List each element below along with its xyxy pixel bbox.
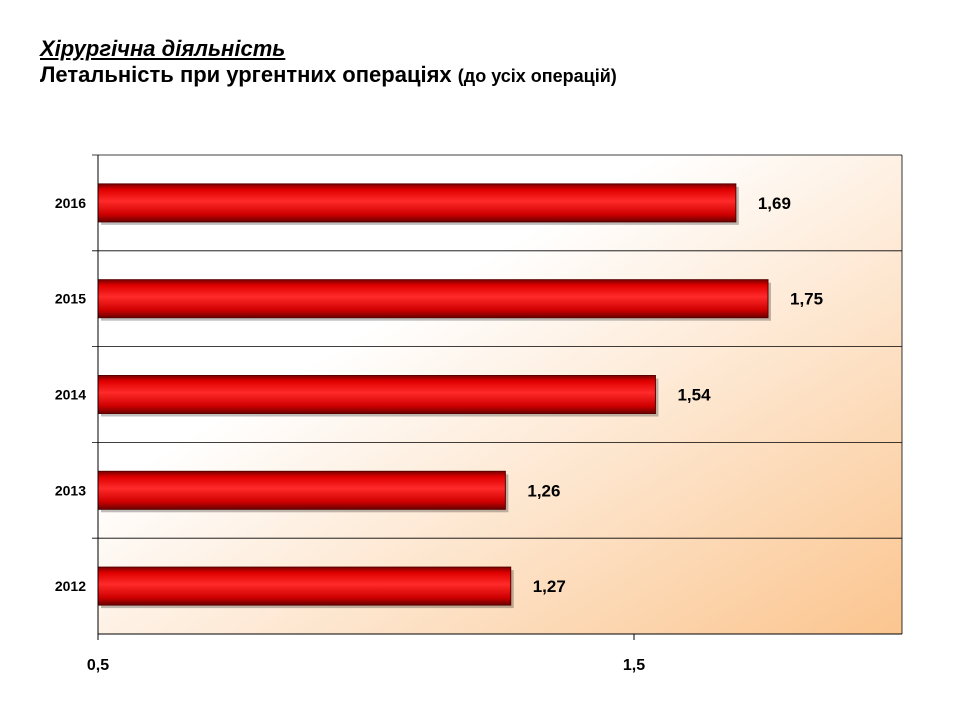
bar-2012 bbox=[97, 566, 512, 606]
title-line-2: Летальність при ургентних операціях (до … bbox=[40, 62, 617, 89]
bar-2015 bbox=[97, 279, 769, 319]
title-line-2-main: Летальність при ургентних операціях bbox=[40, 62, 452, 87]
value-label-2014: 1,54 bbox=[677, 386, 711, 405]
grid-layer bbox=[92, 154, 903, 634]
category-label-2013: 2013 bbox=[55, 482, 86, 498]
category-label-2014: 2014 bbox=[55, 387, 86, 403]
bar-2013 bbox=[97, 470, 506, 510]
value-label-2013: 1,26 bbox=[527, 481, 560, 500]
category-label-2016: 2016 bbox=[55, 195, 86, 211]
x-tick-label: 0,5 bbox=[87, 657, 109, 674]
category-label-2012: 2012 bbox=[55, 578, 86, 594]
title-line-1: Хірургічна діяльність bbox=[40, 36, 286, 61]
chart-title: Хірургічна діяльність Летальність при ур… bbox=[40, 36, 617, 89]
axis-layer: 0,5 1,5 bbox=[87, 155, 902, 674]
bar-2016 bbox=[97, 183, 737, 223]
value-label-2016: 1,69 bbox=[758, 194, 791, 213]
value-label-2015: 1,75 bbox=[790, 290, 823, 309]
bar-2014 bbox=[97, 375, 656, 414]
x-tick-label: 1,5 bbox=[623, 657, 645, 674]
label-layer: 1,69 2016 1,75 2015 1,54 2014 1,26 2013 1,27 2012 bbox=[55, 194, 823, 596]
value-label-2012: 1,27 bbox=[533, 577, 566, 596]
title-line-2-sub: (до усіх операцій) bbox=[457, 66, 617, 86]
category-label-2015: 2015 bbox=[55, 291, 86, 307]
